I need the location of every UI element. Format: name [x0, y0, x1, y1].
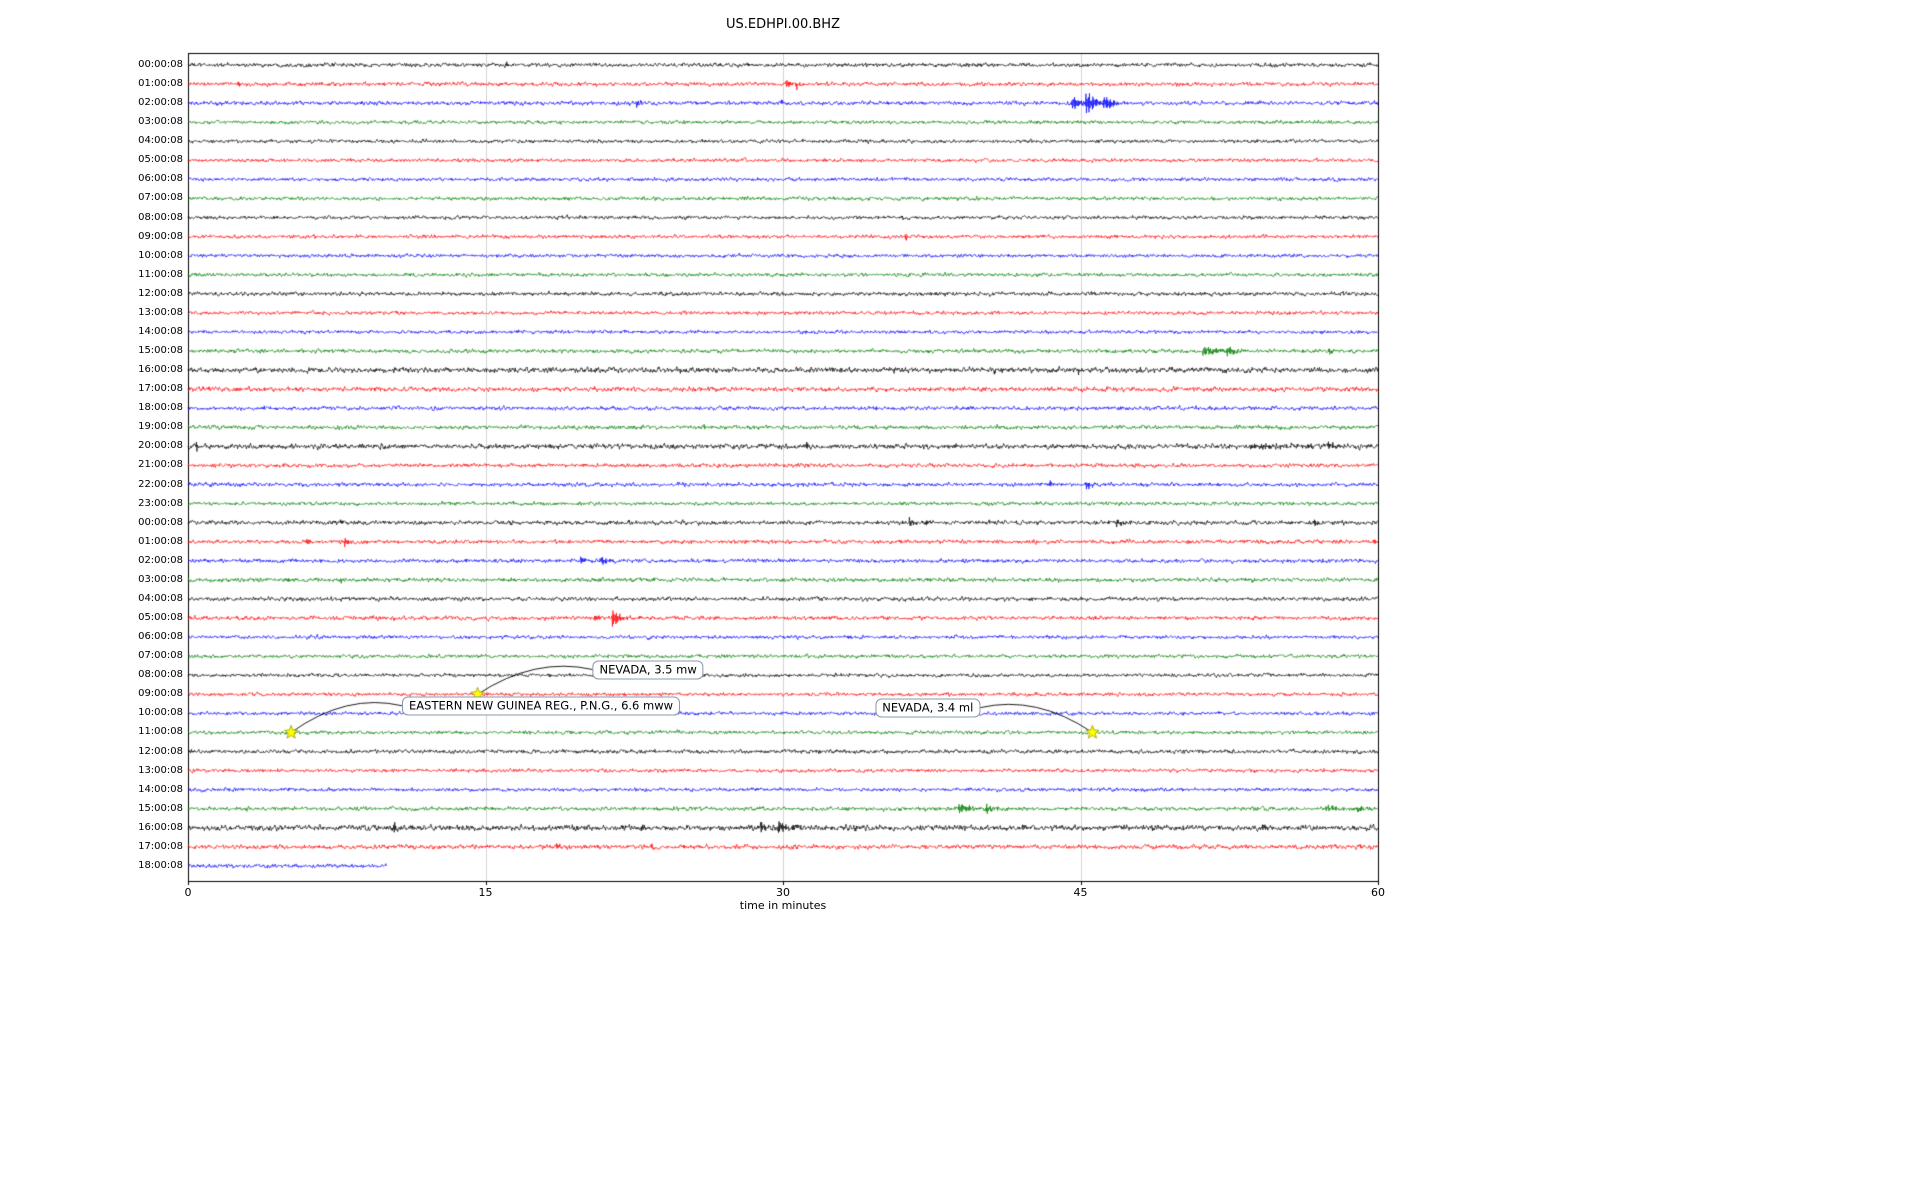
- trace-time-label: 02:00:08: [138, 97, 183, 109]
- trace-time-label: 19:00:08: [138, 421, 183, 433]
- trace-time-label: 00:00:08: [138, 516, 183, 528]
- trace-time-label: 07:00:08: [138, 192, 183, 204]
- trace-time-label: 04:00:08: [138, 135, 183, 147]
- trace-time-label: 05:00:08: [138, 154, 183, 166]
- x-tick-label: 15: [478, 886, 493, 899]
- trace-time-label: 06:00:08: [138, 173, 183, 185]
- x-axis-label: time in minutes: [739, 899, 827, 912]
- trace-time-label: 14:00:08: [138, 783, 183, 795]
- trace-time-label: 05:00:08: [138, 612, 183, 624]
- event-annotation: EASTERN NEW GUINEA REG., P.N.G., 6.6 mww: [402, 696, 681, 716]
- event-annotation: NEVADA, 3.5 mw: [592, 660, 704, 680]
- trace-time-label: 10:00:08: [138, 707, 183, 719]
- trace-time-label: 11:00:08: [138, 268, 183, 280]
- trace-time-label: 17:00:08: [138, 383, 183, 395]
- trace-time-label: 13:00:08: [138, 764, 183, 776]
- chart-title: US.EDHPI.00.BHZ: [726, 17, 840, 32]
- x-tick-label: 0: [184, 886, 192, 899]
- trace-time-label: 03:00:08: [138, 573, 183, 585]
- x-tick-label: 30: [776, 886, 790, 899]
- trace-time-label: 01:00:08: [138, 78, 183, 90]
- trace-time-label: 00:00:08: [138, 59, 183, 70]
- trace-time-label: 01:00:08: [138, 535, 183, 547]
- trace-time-label: 21:00:08: [138, 459, 183, 471]
- trace-time-label: 15:00:08: [138, 802, 183, 814]
- trace-time-label: 20:00:08: [138, 440, 183, 452]
- trace-time-label: 08:00:08: [138, 669, 183, 681]
- trace-time-label: 17:00:08: [138, 840, 183, 852]
- trace-time-label: 08:00:08: [138, 211, 183, 223]
- trace-time-label: 04:00:08: [138, 592, 183, 604]
- trace-time-label: 16:00:08: [138, 364, 183, 376]
- trace-time-label: 22:00:08: [138, 478, 183, 490]
- trace-time-label: 23:00:08: [138, 497, 183, 509]
- trace-time-label: 02:00:08: [138, 554, 183, 566]
- trace-time-label: 10:00:08: [138, 249, 183, 261]
- trace-time-label: 11:00:08: [138, 726, 183, 738]
- trace-time-label: 18:00:08: [138, 859, 183, 871]
- trace-time-label: 13:00:08: [138, 306, 183, 318]
- trace-time-label: 07:00:08: [138, 650, 183, 662]
- trace-time-label: 12:00:08: [138, 287, 183, 299]
- trace-time-label: 14:00:08: [138, 325, 183, 337]
- x-tick-label: 60: [1371, 886, 1385, 899]
- trace-time-label: 18:00:08: [138, 402, 183, 414]
- trace-time-label: 16:00:08: [138, 821, 183, 833]
- trace-time-label: 09:00:08: [138, 230, 183, 242]
- event-annotation: NEVADA, 3.4 ml: [875, 698, 981, 718]
- trace-time-label: 03:00:08: [138, 116, 183, 128]
- x-tick-label: 45: [1073, 886, 1088, 899]
- trace-time-label: 06:00:08: [138, 631, 183, 643]
- trace-time-label: 09:00:08: [138, 688, 183, 700]
- trace-time-label: 15:00:08: [138, 345, 183, 357]
- trace-time-label: 12:00:08: [138, 745, 183, 757]
